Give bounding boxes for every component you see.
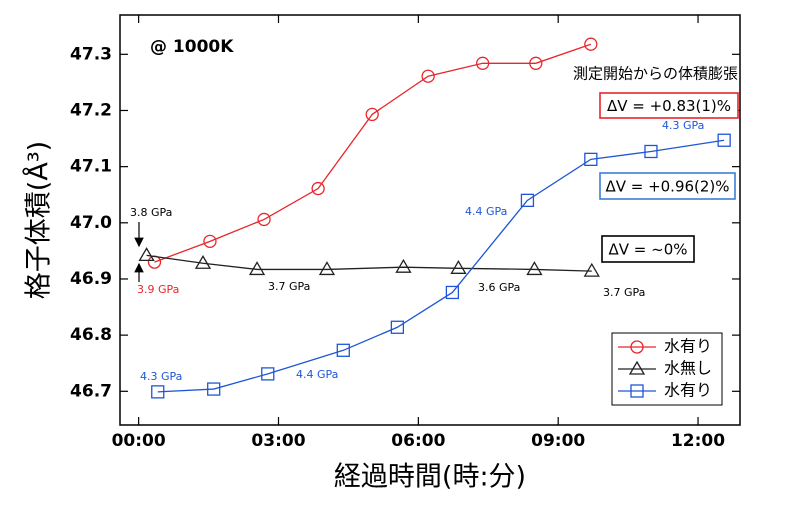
marker bbox=[445, 285, 460, 300]
y-axis-label: 格子体積(Å³) bbox=[23, 141, 55, 299]
marker bbox=[151, 385, 165, 399]
marker bbox=[584, 37, 598, 51]
annotation: 3.7 GPa bbox=[268, 280, 310, 293]
annotation: 4.4 GPa bbox=[465, 205, 507, 218]
marker bbox=[336, 343, 350, 357]
marker bbox=[203, 234, 217, 248]
marker bbox=[311, 181, 325, 196]
marker bbox=[450, 260, 467, 274]
marker bbox=[583, 262, 600, 277]
y-tick-label: 46.9 bbox=[70, 269, 112, 289]
marker bbox=[526, 261, 543, 276]
x-axis-label: 経過時間(時:分) bbox=[334, 462, 526, 493]
marker bbox=[644, 144, 658, 159]
annotation: 3.8 GPa bbox=[130, 206, 172, 219]
annotation: 4.4 GPa bbox=[296, 368, 338, 381]
legend-label: 水無し bbox=[664, 359, 712, 378]
marker bbox=[584, 152, 598, 166]
legend-label: 水有り bbox=[664, 381, 712, 400]
marker bbox=[207, 382, 221, 396]
marker bbox=[248, 261, 266, 276]
x-tick-label: 12:00 bbox=[671, 431, 725, 451]
chart-title: @ 1000K bbox=[150, 37, 234, 57]
marker bbox=[630, 340, 644, 354]
series-line bbox=[157, 139, 725, 393]
marker bbox=[421, 69, 435, 83]
x-tick-label: 00:00 bbox=[112, 431, 166, 451]
marker bbox=[395, 258, 412, 273]
annotation-box-text: ΔV = ~0% bbox=[609, 241, 688, 259]
marker bbox=[630, 384, 644, 398]
annotation-box bbox=[599, 172, 736, 200]
marker bbox=[520, 193, 535, 207]
marker bbox=[529, 56, 543, 70]
annotation-box-text: ΔV = +0.96(2)% bbox=[605, 178, 729, 196]
x-tick-label: 06:00 bbox=[391, 431, 445, 451]
series-line bbox=[154, 43, 592, 263]
y-tick-label: 47.2 bbox=[70, 100, 112, 120]
subtitle: 測定開始からの体積膨張 bbox=[573, 65, 738, 83]
marker bbox=[257, 212, 271, 227]
annotation-box bbox=[601, 235, 695, 263]
y-tick-label: 46.7 bbox=[70, 381, 112, 401]
y-tick-label: 46.8 bbox=[70, 325, 112, 345]
marker bbox=[138, 247, 155, 262]
marker bbox=[476, 56, 490, 70]
y-tick-label: 47.1 bbox=[70, 157, 112, 177]
plot-frame bbox=[119, 14, 741, 426]
series-line bbox=[146, 254, 592, 272]
marker bbox=[390, 320, 405, 334]
marker bbox=[365, 107, 379, 122]
annotation: 4.3 GPa bbox=[140, 370, 182, 383]
annotation-box bbox=[599, 92, 739, 119]
x-tick-label: 09:00 bbox=[531, 431, 585, 451]
annotation: 4.3 GPa bbox=[662, 119, 704, 132]
marker bbox=[628, 360, 646, 375]
y-tick-label: 47.3 bbox=[70, 44, 112, 64]
annotation: 3.6 GPa bbox=[478, 281, 520, 294]
annotation-box-text: ΔV = +0.83(1)% bbox=[607, 97, 731, 115]
y-tick-label: 47.0 bbox=[70, 213, 112, 233]
marker bbox=[261, 367, 275, 381]
marker bbox=[318, 261, 336, 276]
marker bbox=[717, 133, 731, 147]
marker bbox=[194, 254, 212, 269]
x-tick-label: 03:00 bbox=[251, 431, 305, 451]
legend-label: 水有り bbox=[664, 337, 712, 356]
annotation: 3.7 GPa bbox=[603, 286, 645, 299]
annotation: 3.9 GPa bbox=[137, 283, 179, 296]
